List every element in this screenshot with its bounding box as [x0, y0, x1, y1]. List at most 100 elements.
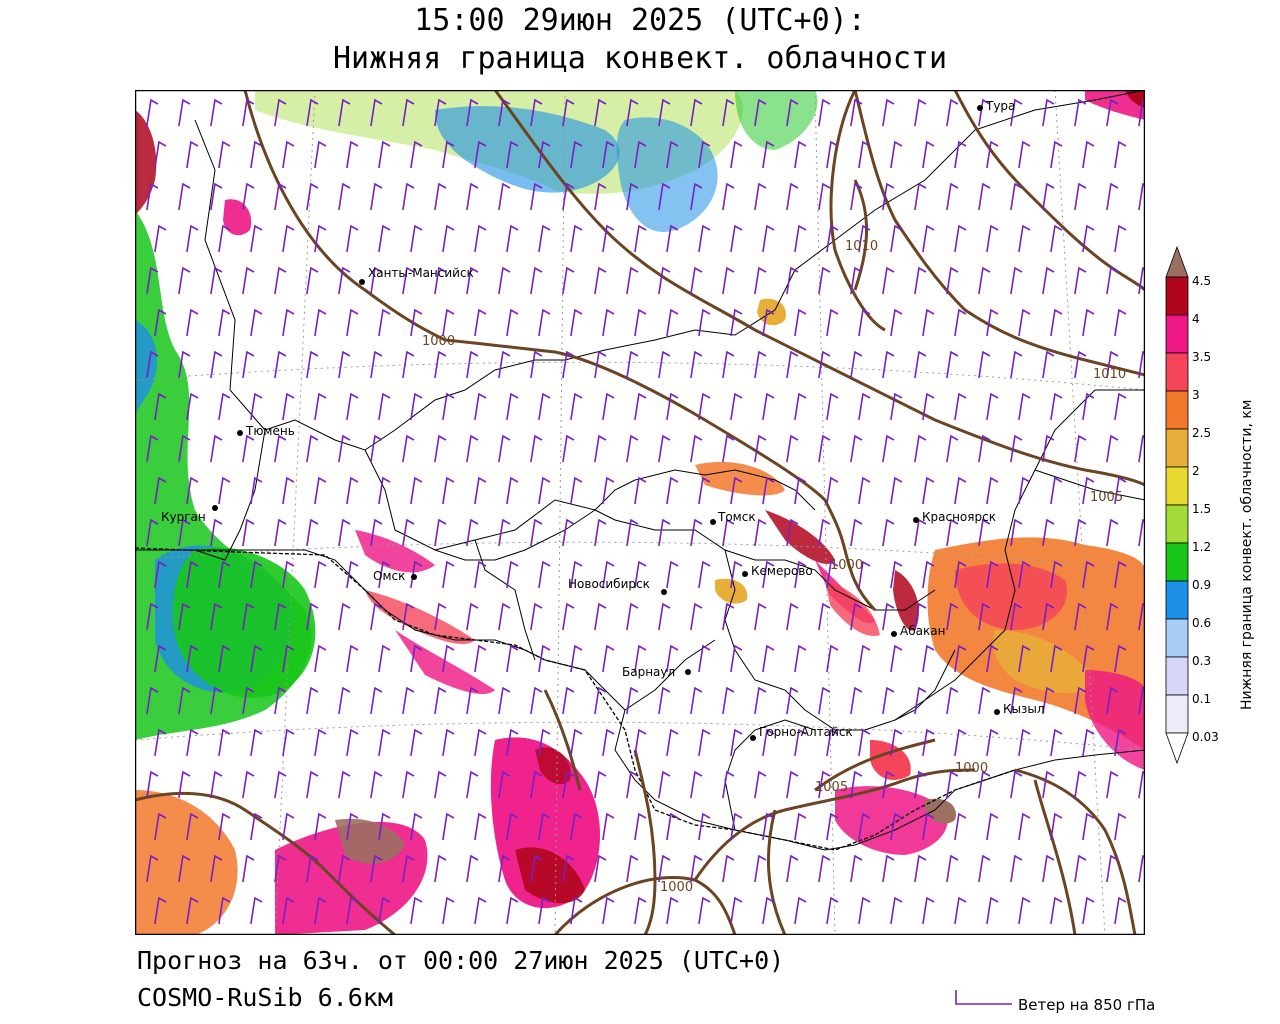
city-abakan[interactable]: Абакан [891, 624, 945, 638]
wind-barb [986, 644, 999, 673]
wind-barb [978, 266, 991, 295]
wind-barb [466, 98, 479, 127]
wind-barb [754, 518, 767, 547]
wind-barb [658, 770, 671, 799]
wind-barb [186, 476, 199, 505]
legend-title: Нижняя граница конвект. облачности, км [1239, 400, 1255, 710]
wind-barb [754, 770, 767, 799]
city-barnaul[interactable]: Барнаул [622, 665, 691, 679]
wind-barb [786, 854, 799, 883]
city-khanty-mansiysk[interactable]: Ханты-Мансийск [359, 266, 474, 285]
city-novosibirsk[interactable]: Новосибирск [568, 577, 667, 595]
wind-barb [922, 560, 935, 589]
wind-barb [698, 728, 711, 757]
wind-barb [602, 560, 615, 589]
city-kemerovo[interactable]: Кемерово [742, 564, 813, 578]
wind-barb [986, 224, 999, 253]
wind-barb [306, 182, 319, 211]
wind-barb [178, 98, 191, 127]
wind-barb [698, 476, 711, 505]
wind-barb [530, 350, 543, 379]
wind-barb [154, 392, 167, 421]
city-kurgan[interactable]: Курган [161, 505, 218, 524]
wind-barb [434, 182, 447, 211]
wind-barb [794, 728, 807, 757]
wind-barb [378, 140, 391, 169]
svg-text:Новосибирск: Новосибирск [568, 577, 650, 591]
legend-value: 2.5 [1192, 426, 1211, 440]
wind-barb [1042, 770, 1055, 799]
wind-barb [978, 518, 991, 547]
wind-barb [402, 98, 415, 127]
legend-value: 0.6 [1192, 616, 1211, 630]
wind-barb [850, 98, 863, 127]
wind-barb [818, 686, 831, 715]
wind-barb [338, 266, 351, 295]
wind-barb [314, 644, 327, 673]
wind-barb [658, 686, 671, 715]
wind-barb [794, 392, 807, 421]
map-background [135, 90, 1145, 935]
legend-value: 0.3 [1192, 654, 1211, 668]
wind-barb [1050, 308, 1063, 337]
wind-barb [562, 350, 575, 379]
wind-barb [882, 854, 895, 883]
wind-barb [922, 392, 935, 421]
wind-barb [1114, 728, 1127, 757]
city-tyumen[interactable]: Тюмень [237, 424, 295, 438]
wind-barb [858, 644, 871, 673]
city-krasnoyarsk[interactable]: Красноярск [913, 510, 996, 524]
wind-barb [602, 476, 615, 505]
wind-barb [986, 812, 999, 841]
wind-barb [186, 560, 199, 589]
wind-barb [178, 602, 191, 631]
wind-barb [1082, 812, 1095, 841]
wind-barb [594, 854, 607, 883]
wind-barb [1050, 560, 1063, 589]
city-kyzyl[interactable]: Кызыл [994, 702, 1045, 716]
coordinate-grid [135, 90, 1145, 935]
wind-barb [186, 896, 199, 925]
wind-barb [754, 686, 767, 715]
wind-barb [1050, 476, 1063, 505]
wind-barb [402, 434, 415, 463]
isobar-labels: 1010 1000 1010 1005 1000 1000 1005 1000 [422, 239, 1126, 895]
wind-barb [858, 476, 871, 505]
city-tomsk[interactable]: Томск [710, 510, 756, 525]
wind-barb [1010, 770, 1023, 799]
forecast-run-info: Прогноз на 63ч. от 00:00 27июн 2025 (UTC… [137, 946, 785, 975]
wind-barb [530, 854, 543, 883]
wind-barb [986, 896, 999, 925]
city-omsk[interactable]: Омск [373, 569, 417, 583]
wind-barb [434, 602, 447, 631]
wind-barb [1074, 854, 1087, 883]
city-gorno-altaysk[interactable]: Горно-Алтайск [750, 725, 853, 741]
wind-barb [562, 434, 575, 463]
wind-barb [1138, 854, 1145, 883]
wind-barb [338, 98, 351, 127]
wind-barb [882, 266, 895, 295]
wind-barb [178, 686, 191, 715]
wind-barb [794, 896, 807, 925]
city-tura[interactable]: Тура [977, 99, 1015, 113]
wind-barb [666, 476, 679, 505]
forecast-map[interactable]: 1010 1000 1010 1005 1000 1000 1005 1000 … [135, 90, 1145, 935]
wind-barb [570, 644, 583, 673]
wind-barb [882, 518, 895, 547]
wind-barb [818, 854, 831, 883]
wind-barb [602, 812, 615, 841]
wind-barb [954, 560, 967, 589]
wind-barb [506, 728, 519, 757]
wind-barb [986, 308, 999, 337]
wind-barb [306, 350, 319, 379]
wind-barb [914, 182, 927, 211]
wind-barb [602, 728, 615, 757]
wind-barb [154, 560, 167, 589]
wind-barb [1114, 644, 1127, 673]
wind-barb [242, 686, 255, 715]
wind-barb [1074, 686, 1087, 715]
wind-barb [378, 308, 391, 337]
wind-barb [338, 350, 351, 379]
wind-barb [730, 644, 743, 673]
wind-barb [626, 434, 639, 463]
